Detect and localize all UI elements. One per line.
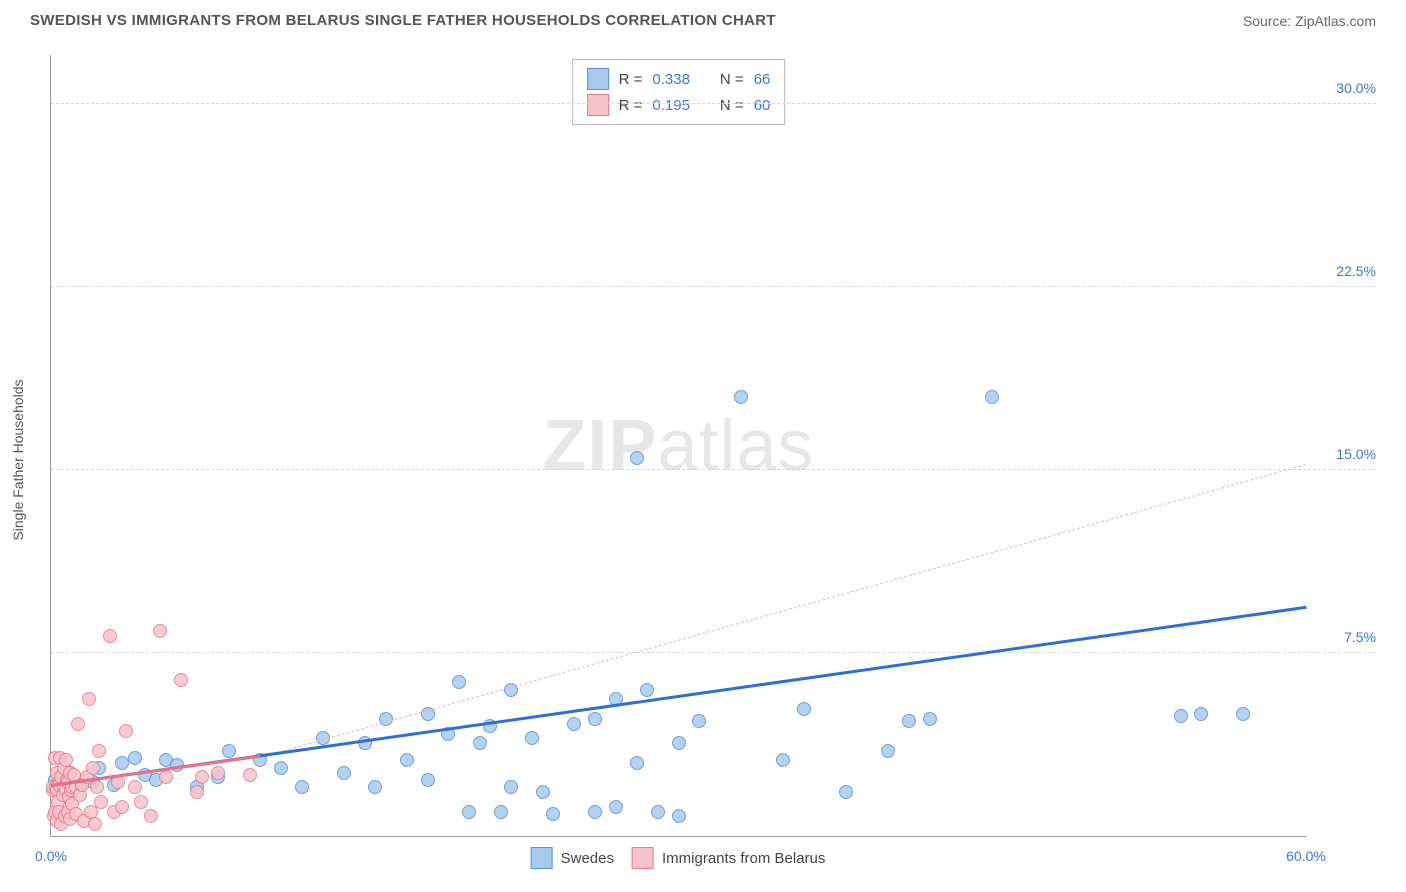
- scatter-point: [588, 805, 602, 819]
- scatter-point: [588, 712, 602, 726]
- scatter-point: [776, 753, 790, 767]
- gridline: [51, 286, 1376, 287]
- chart-header: SWEDISH VS IMMIGRANTS FROM BELARUS SINGL…: [0, 0, 1406, 37]
- stats-r-val-1: 0.338: [652, 71, 690, 88]
- scatter-point: [609, 800, 623, 814]
- ytick-label: 7.5%: [1316, 629, 1376, 645]
- scatter-point: [153, 624, 167, 638]
- stats-r-val-2: 0.195: [652, 97, 690, 114]
- scatter-point: [525, 731, 539, 745]
- scatter-point: [174, 673, 188, 687]
- scatter-point: [337, 766, 351, 780]
- scatter-point: [274, 761, 288, 775]
- scatter-point: [295, 780, 309, 794]
- scatter-point: [630, 451, 644, 465]
- gridline: [51, 652, 1376, 653]
- scatter-point: [1174, 709, 1188, 723]
- scatter-point: [211, 766, 225, 780]
- scatter-point: [881, 744, 895, 758]
- scatter-point: [90, 780, 104, 794]
- stats-swatch-1: [587, 68, 609, 90]
- watermark-bold: ZIP: [542, 406, 657, 486]
- legend-item-belarus: Immigrants from Belarus: [632, 847, 825, 869]
- legend-label-swedes: Swedes: [561, 850, 614, 867]
- scatter-point: [222, 744, 236, 758]
- stats-n-label-1: N =: [720, 71, 744, 88]
- scatter-point: [494, 805, 508, 819]
- trend-line: [260, 464, 1306, 758]
- stats-r-label-2: R =: [619, 97, 643, 114]
- scatter-point: [128, 780, 142, 794]
- watermark: ZIPatlas: [542, 405, 814, 487]
- scatter-point: [368, 780, 382, 794]
- scatter-point: [672, 809, 686, 823]
- scatter-point: [86, 761, 100, 775]
- scatter-point: [839, 785, 853, 799]
- ytick-label: 15.0%: [1316, 446, 1376, 462]
- scatter-point: [452, 675, 466, 689]
- scatter-point: [88, 817, 102, 831]
- scatter-point: [400, 753, 414, 767]
- stats-row-1: R = 0.338 N = 66: [587, 66, 771, 92]
- plot-area: ZIPatlas R = 0.338 N = 66 R = 0.195 N = …: [50, 55, 1306, 837]
- chart-source: Source: ZipAtlas.com: [1243, 13, 1376, 29]
- stats-r-label-1: R =: [619, 71, 643, 88]
- scatter-point: [128, 751, 142, 765]
- legend-swatch-swedes: [531, 847, 553, 869]
- xtick-label: 60.0%: [1286, 848, 1326, 864]
- scatter-point: [985, 390, 999, 404]
- watermark-light: atlas: [657, 406, 814, 486]
- stats-n-val-2: 60: [754, 97, 771, 114]
- scatter-point: [82, 692, 96, 706]
- scatter-point: [243, 768, 257, 782]
- scatter-point: [797, 702, 811, 716]
- stats-n-val-1: 66: [754, 71, 771, 88]
- scatter-point: [94, 795, 108, 809]
- ytick-label: 22.5%: [1316, 263, 1376, 279]
- scatter-point: [1194, 707, 1208, 721]
- y-axis-label: Single Father Households: [10, 379, 26, 540]
- scatter-point: [1236, 707, 1250, 721]
- scatter-point: [734, 390, 748, 404]
- scatter-point: [462, 805, 476, 819]
- chart-title: SWEDISH VS IMMIGRANTS FROM BELARUS SINGL…: [30, 12, 776, 29]
- gridline: [51, 103, 1376, 104]
- scatter-point: [692, 714, 706, 728]
- scatter-point: [144, 809, 158, 823]
- scatter-point: [421, 773, 435, 787]
- scatter-point: [672, 736, 686, 750]
- scatter-point: [71, 717, 85, 731]
- bottom-legend: Swedes Immigrants from Belarus: [531, 847, 826, 869]
- stats-legend: R = 0.338 N = 66 R = 0.195 N = 60: [572, 59, 786, 125]
- gridline: [51, 469, 1376, 470]
- legend-label-belarus: Immigrants from Belarus: [662, 850, 825, 867]
- scatter-point: [630, 756, 644, 770]
- scatter-point: [92, 744, 106, 758]
- scatter-point: [640, 683, 654, 697]
- ytick-label: 30.0%: [1316, 80, 1376, 96]
- scatter-point: [651, 805, 665, 819]
- scatter-point: [159, 770, 173, 784]
- scatter-point: [115, 800, 129, 814]
- scatter-point: [473, 736, 487, 750]
- chart-container: ZIPatlas R = 0.338 N = 66 R = 0.195 N = …: [50, 55, 1306, 837]
- legend-item-swedes: Swedes: [531, 847, 614, 869]
- scatter-point: [567, 717, 581, 731]
- scatter-point: [923, 712, 937, 726]
- scatter-point: [504, 780, 518, 794]
- xtick-label: 0.0%: [35, 848, 67, 864]
- scatter-point: [103, 629, 117, 643]
- scatter-point: [902, 714, 916, 728]
- scatter-point: [536, 785, 550, 799]
- scatter-point: [190, 785, 204, 799]
- stats-n-label-2: N =: [720, 97, 744, 114]
- scatter-point: [546, 807, 560, 821]
- stats-row-2: R = 0.195 N = 60: [587, 92, 771, 118]
- legend-swatch-belarus: [632, 847, 654, 869]
- stats-swatch-2: [587, 94, 609, 116]
- scatter-point: [134, 795, 148, 809]
- scatter-point: [119, 724, 133, 738]
- scatter-point: [195, 770, 209, 784]
